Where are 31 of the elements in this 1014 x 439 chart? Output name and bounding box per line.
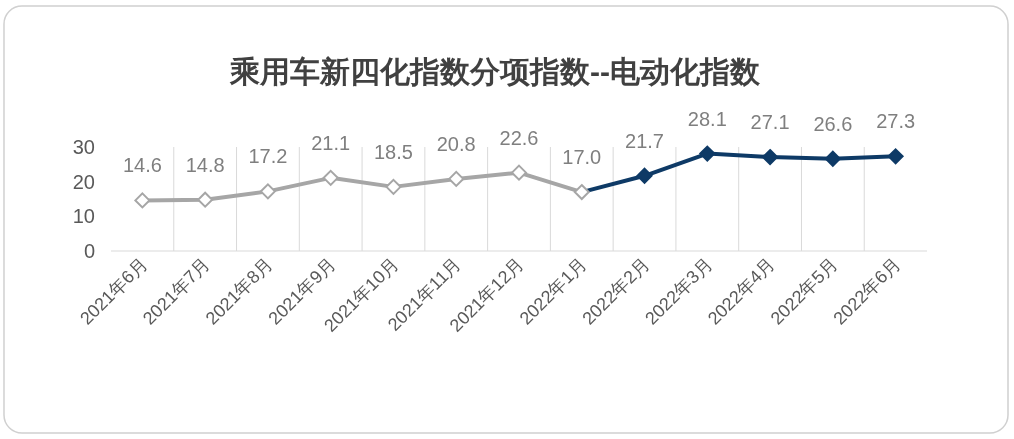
y-tick-label: 10	[72, 205, 95, 228]
y-tick-label: 30	[72, 136, 95, 158]
data-label: 17.0	[562, 146, 602, 169]
data-label: 21.1	[311, 131, 351, 154]
point	[259, 183, 276, 200]
data-label: 21.7	[625, 129, 665, 152]
point	[887, 148, 904, 165]
point	[699, 145, 716, 162]
point	[448, 170, 465, 187]
point	[322, 169, 339, 186]
data-label: 20.8	[436, 132, 476, 155]
data-label: 27.3	[876, 110, 916, 133]
point	[824, 150, 841, 167]
data-label: 18.5	[373, 140, 413, 163]
point	[573, 184, 590, 201]
data-label: 26.6	[813, 112, 853, 135]
data-label: 28.1	[687, 107, 727, 130]
y-tick-label: 20	[72, 170, 95, 193]
point	[511, 164, 527, 181]
point	[385, 178, 402, 195]
data-label: 17.2	[248, 145, 288, 168]
data-label: 22.6	[499, 126, 539, 149]
point	[762, 149, 779, 166]
point	[197, 191, 214, 208]
y-tick-label: 0	[83, 240, 95, 262]
point	[636, 167, 653, 184]
chart-title: 乘用车新四化指数分项指数--电动化指数	[229, 55, 761, 88]
data-label: 14.6	[122, 154, 162, 177]
data-label: 27.1	[750, 111, 790, 134]
point	[134, 192, 151, 209]
data-label: 14.8	[185, 153, 225, 176]
